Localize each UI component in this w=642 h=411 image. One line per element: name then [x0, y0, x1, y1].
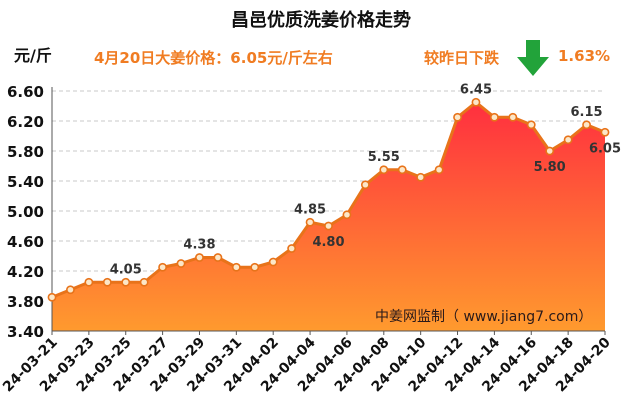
data-point	[158, 262, 167, 272]
data-label: 6.05	[589, 141, 621, 156]
data-point	[287, 244, 297, 253]
down-arrow-icon	[517, 40, 549, 76]
y-tick-label: 4.60	[7, 233, 44, 251]
data-point	[102, 277, 112, 287]
y-tick-label: 5.40	[7, 173, 44, 191]
data-point	[453, 112, 462, 122]
data-label: 4.80	[312, 235, 344, 250]
data-point	[176, 259, 186, 268]
data-point	[324, 221, 333, 231]
data-point	[342, 210, 352, 220]
data-point	[360, 180, 370, 190]
data-point	[66, 285, 75, 295]
y-tick-label: 5.00	[7, 203, 44, 221]
data-label: 4.38	[183, 238, 215, 253]
data-label: 5.80	[534, 160, 566, 175]
data-point	[563, 135, 573, 145]
y-axis-unit: 元/斤	[14, 46, 52, 65]
data-point	[379, 165, 389, 175]
data-point	[250, 262, 260, 272]
data-point	[47, 292, 57, 302]
price-note: 4月20日大姜价格：6.05元/斤左右	[94, 49, 333, 67]
watermark: 中姜网监制（ www.jiang7.com）	[375, 309, 593, 325]
data-point	[213, 253, 223, 262]
data-point	[139, 277, 149, 287]
y-tick-label: 3.80	[7, 293, 44, 311]
change-value: 1.63%	[558, 47, 611, 65]
y-tick-label: 5.80	[7, 143, 44, 161]
data-label: 4.85	[294, 202, 326, 217]
data-point	[600, 127, 610, 137]
data-point	[397, 165, 407, 175]
data-point	[434, 165, 444, 175]
y-tick-label: 6.20	[7, 113, 44, 131]
data-point	[545, 146, 555, 156]
data-point	[268, 257, 278, 267]
data-point	[305, 217, 315, 227]
y-tick-label: 6.60	[7, 83, 44, 101]
data-point	[231, 262, 241, 272]
data-point	[582, 120, 591, 130]
chart-title: 昌邑优质洗姜价格走势	[231, 10, 411, 31]
data-point	[84, 277, 94, 287]
data-labels: 4.05 4.38 4.85 4.80 5.55 6.45 5.80 6.15 6.05	[110, 82, 621, 277]
y-tick-label: 3.40	[7, 323, 44, 341]
data-point	[526, 120, 536, 130]
price-area	[52, 102, 605, 331]
data-point	[489, 112, 499, 122]
data-points	[47, 97, 610, 302]
data-label: 4.05	[110, 262, 142, 277]
data-point	[471, 97, 481, 107]
data-label: 6.45	[460, 82, 492, 97]
y-tick-label: 4.20	[7, 263, 44, 281]
data-point	[195, 253, 204, 262]
data-label: 5.55	[368, 150, 400, 165]
axes	[51, 87, 606, 335]
data-point	[508, 112, 518, 122]
data-point	[416, 172, 426, 182]
change-label: 较昨日下跌	[424, 49, 500, 67]
area-series	[52, 102, 605, 331]
data-label: 6.15	[571, 105, 603, 120]
data-point	[121, 277, 131, 287]
